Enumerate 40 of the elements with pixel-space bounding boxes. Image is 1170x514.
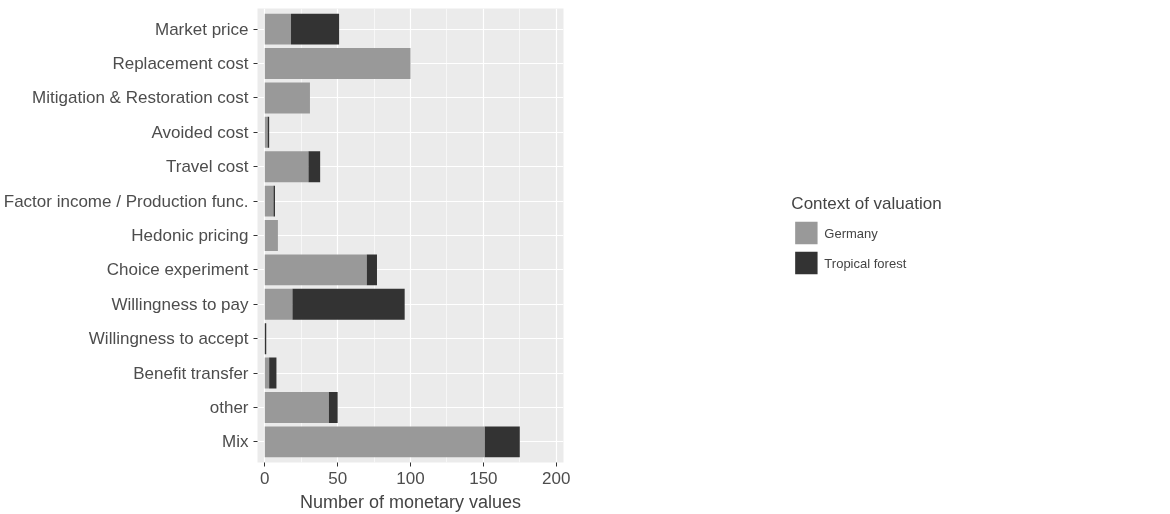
bar — [291, 13, 340, 45]
bar — [264, 288, 293, 320]
bar — [264, 151, 309, 183]
y-tick-label: Replacement cost — [112, 54, 249, 74]
y-tick-label: other — [209, 397, 249, 417]
x-tick-label: 100 — [396, 468, 425, 488]
y-tick-label: Willingness to pay — [111, 294, 249, 314]
bar — [264, 48, 411, 80]
x-tick-label: 150 — [469, 468, 498, 488]
y-tick-label: Travel cost — [166, 157, 249, 177]
y-tick-label: Choice experiment — [106, 260, 249, 280]
x-axis-title: Number of monetary values — [299, 491, 522, 512]
legend-label: Tropical forest — [824, 255, 907, 270]
bar — [328, 391, 338, 423]
bar — [264, 426, 485, 458]
bar — [366, 254, 377, 286]
y-tick-label: Mitigation & Restoration cost — [32, 88, 249, 108]
bar — [484, 426, 520, 458]
y-tick-label: Mix — [222, 432, 249, 452]
y-tick-label: Benefit transfer — [133, 363, 249, 383]
bar — [264, 185, 274, 217]
y-tick-label: Market price — [154, 19, 249, 39]
bar — [264, 13, 292, 45]
y-tick-label: Willingness to accept — [88, 329, 249, 349]
x-tick-label: 200 — [542, 468, 571, 488]
y-tick-label: Hedonic pricing — [131, 226, 249, 245]
bar — [264, 254, 367, 286]
bar — [264, 82, 310, 114]
bar — [264, 357, 270, 389]
legend-label: Germany — [824, 225, 878, 240]
bar — [269, 357, 277, 389]
x-tick-label: 50 — [328, 468, 348, 488]
x-tick-label: 0 — [260, 468, 270, 488]
legend-title: Context of valuation — [791, 193, 942, 214]
bar — [292, 288, 405, 320]
bar — [264, 391, 329, 423]
bar — [308, 151, 321, 183]
y-tick-label: Avoided cost — [151, 122, 249, 142]
y-tick-label: Factor income / Production func. — [3, 191, 249, 211]
bar — [264, 220, 278, 251]
